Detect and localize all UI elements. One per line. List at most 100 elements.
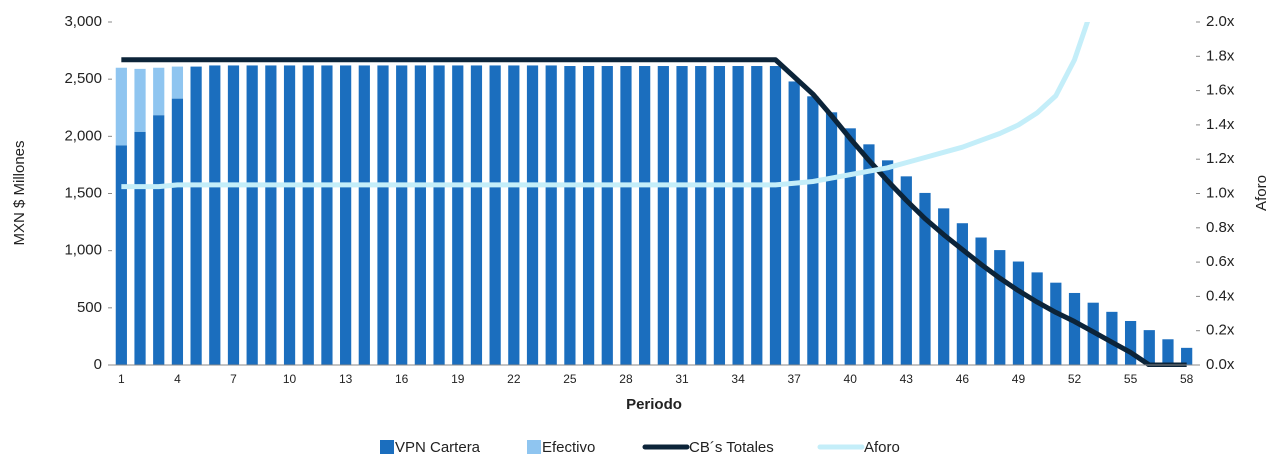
bar xyxy=(825,112,838,365)
bar xyxy=(153,67,165,116)
y-tick-label: 0 xyxy=(94,356,102,373)
bar xyxy=(321,65,333,366)
bar xyxy=(863,144,875,365)
y2-tick-label: 1.8x xyxy=(1206,47,1235,64)
x-tick-label small: 16 xyxy=(395,372,409,386)
bar xyxy=(358,65,370,366)
y2-tick-label: 1.2x xyxy=(1206,150,1235,167)
bar xyxy=(844,128,856,365)
bar xyxy=(620,66,632,365)
bar xyxy=(153,115,165,365)
bar xyxy=(283,65,296,366)
bar xyxy=(246,65,258,366)
bar xyxy=(302,65,314,366)
y2-tick-label: 0.8x xyxy=(1206,219,1235,236)
y2-tick-label: 1.4x xyxy=(1206,116,1235,133)
bar xyxy=(1031,272,1043,365)
bar xyxy=(601,66,613,365)
bar xyxy=(526,65,539,366)
bar xyxy=(1050,282,1062,365)
bar xyxy=(975,237,987,365)
bar xyxy=(171,66,184,99)
bar xyxy=(919,192,931,365)
x-tick-label small: 19 xyxy=(451,372,465,386)
y-tick-label: 1,500 xyxy=(64,184,102,201)
legend-label: VPN Cartera xyxy=(395,439,481,455)
y-tick-label: 1,000 xyxy=(64,242,102,259)
x-tick-label small: 7 xyxy=(230,372,237,386)
y2-axis-title: Aforo xyxy=(1253,175,1270,211)
x-tick-label small: 49 xyxy=(1012,372,1026,386)
bar xyxy=(807,96,819,366)
bar xyxy=(396,65,408,366)
x-tick-label small: 13 xyxy=(339,372,353,386)
legend-label: Aforo xyxy=(864,439,900,455)
bar xyxy=(134,68,146,132)
bar xyxy=(115,67,127,146)
bar xyxy=(508,65,520,366)
x-tick-label small: 40 xyxy=(844,372,858,386)
bar xyxy=(657,66,669,365)
bar xyxy=(470,65,483,366)
bar xyxy=(545,65,557,366)
bar xyxy=(900,176,912,365)
y2-tick-label: 0.0x xyxy=(1206,356,1235,373)
x-tick-label small: 28 xyxy=(619,372,633,386)
bar xyxy=(433,65,445,366)
x-tick-label small: 25 xyxy=(563,372,577,386)
x-tick-label small: 37 xyxy=(787,372,801,386)
lines xyxy=(121,22,1187,367)
bar xyxy=(265,65,277,366)
x-tick-label small: 55 xyxy=(1124,372,1138,386)
y-tick-label: 2,000 xyxy=(64,127,102,144)
y-tick-label: 500 xyxy=(77,299,102,316)
legend-swatch xyxy=(527,440,541,454)
bar xyxy=(209,65,221,366)
y-axis-title: MXN $ Millones xyxy=(11,140,28,245)
bar xyxy=(115,145,127,365)
bar xyxy=(171,98,184,365)
bar xyxy=(134,131,146,365)
bars xyxy=(115,65,1193,366)
legend-label: Efectivo xyxy=(542,439,595,455)
bar xyxy=(1068,292,1081,365)
bar xyxy=(994,250,1006,365)
bar xyxy=(1162,339,1174,365)
legend-label: CB´s Totales xyxy=(689,439,774,455)
bar xyxy=(190,66,202,365)
y-tick-label: 3,000 xyxy=(64,13,102,30)
bar xyxy=(1143,330,1155,365)
y2-tick-label: 1.6x xyxy=(1206,82,1235,99)
bar xyxy=(564,66,576,365)
bar xyxy=(1012,261,1025,365)
bar xyxy=(788,81,800,365)
x-tick-label small: 31 xyxy=(675,372,689,386)
y-tick-label: 2,500 xyxy=(64,70,102,87)
x-tick-label small: 10 xyxy=(283,372,297,386)
bar xyxy=(1181,347,1193,365)
x-axis-title: Periodo xyxy=(626,396,682,413)
y2-tick-label: 0.6x xyxy=(1206,253,1235,270)
x-tick-label small: 43 xyxy=(900,372,914,386)
bar xyxy=(639,66,651,365)
x-tick-label small: 58 xyxy=(1180,372,1194,386)
x-tick-label small: 34 xyxy=(731,372,745,386)
legend-swatch xyxy=(380,440,394,454)
bar xyxy=(751,66,763,365)
bar xyxy=(713,66,726,365)
y2-tick-label: 0.4x xyxy=(1206,287,1235,304)
bar xyxy=(956,223,968,365)
bar xyxy=(695,66,707,365)
x-tick-label small: 4 xyxy=(174,372,181,386)
y2-tick-label: 0.2x xyxy=(1206,322,1235,339)
bar xyxy=(1124,320,1137,365)
line xyxy=(121,57,1187,367)
y2-tick-label: 2.0x xyxy=(1206,13,1235,30)
bar xyxy=(1106,311,1118,365)
bar xyxy=(882,160,894,365)
line xyxy=(121,22,1091,190)
bar xyxy=(452,65,464,366)
x-tick-label small: 1 xyxy=(118,372,125,386)
bar xyxy=(377,65,389,366)
